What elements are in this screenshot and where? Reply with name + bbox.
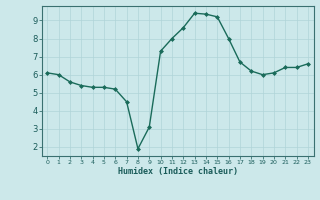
X-axis label: Humidex (Indice chaleur): Humidex (Indice chaleur) <box>118 167 237 176</box>
